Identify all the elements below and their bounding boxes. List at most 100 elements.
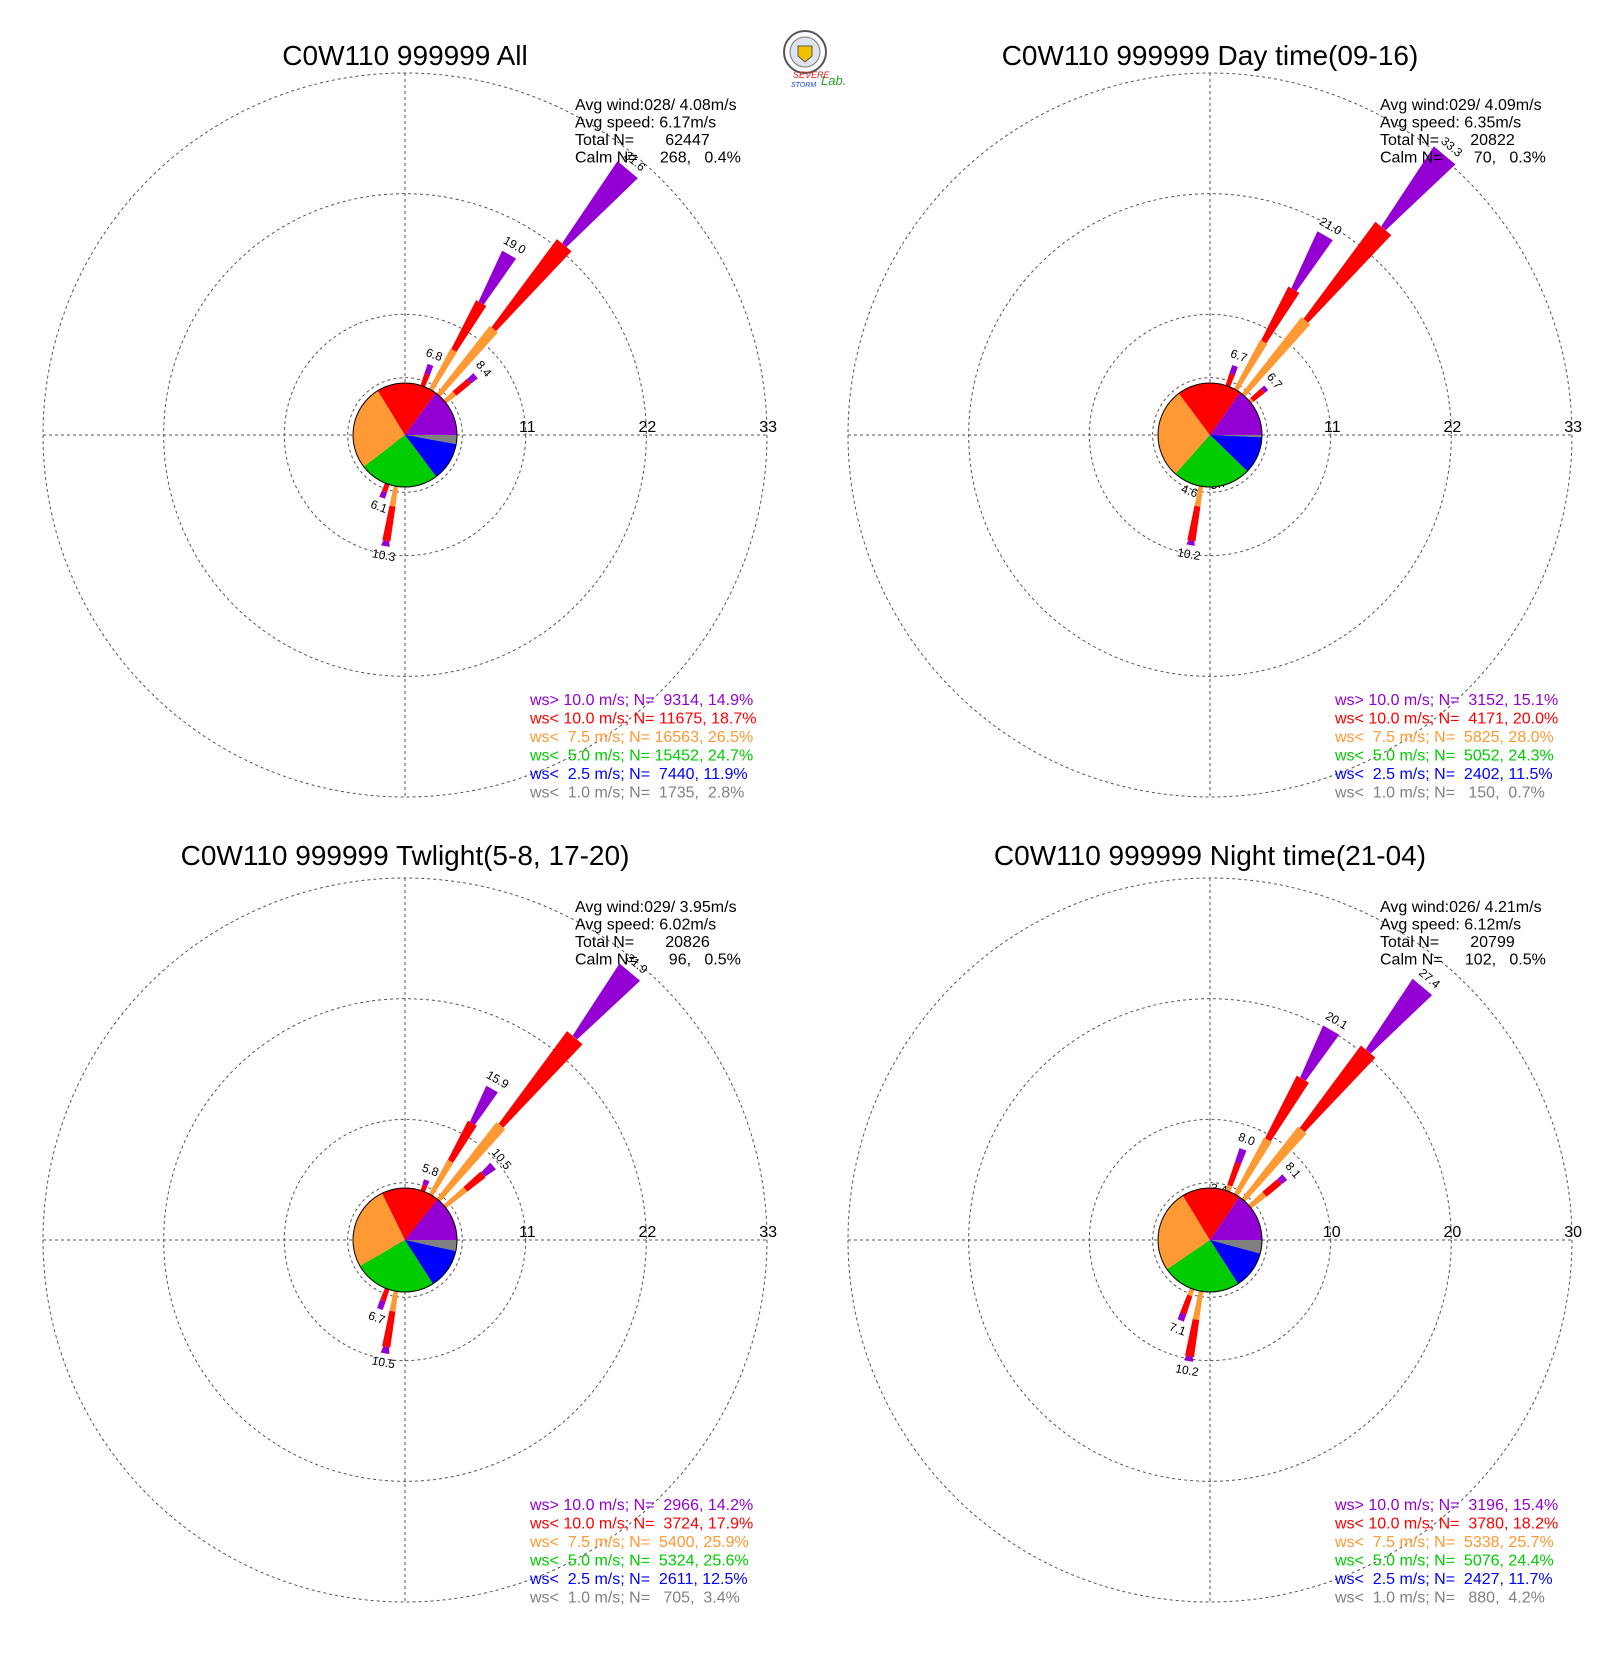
petal-segment	[424, 1159, 454, 1205]
legend-entry: ws< 2.5 m/s; N= 2402, 11.5%	[1334, 766, 1553, 783]
range-ring	[283, 313, 527, 557]
range-ring	[42, 877, 768, 1603]
petal-segment	[1242, 1126, 1307, 1201]
petal-segment	[1240, 317, 1311, 398]
range-ring	[968, 998, 1452, 1482]
petal-label: 10.2	[1176, 545, 1202, 563]
logo-text-lab: Lab.	[821, 73, 846, 88]
pie-slice	[1175, 435, 1248, 487]
petal-segment	[1180, 1294, 1193, 1315]
petal-label: 5.8	[420, 1161, 441, 1180]
petal-segment	[435, 1122, 506, 1203]
petal-segment	[1185, 1319, 1200, 1358]
petal-label: 8.1	[1282, 1159, 1304, 1181]
petal-segment	[498, 1031, 583, 1128]
petal-segment	[469, 1085, 498, 1125]
info-line: Avg speed: 6.12m/s	[1380, 917, 1521, 934]
petal-segment	[1261, 286, 1300, 344]
info-line: Calm N= 102, 0.5%	[1380, 952, 1546, 969]
legend-entry: ws< 5.0 m/s; N= 5324, 25.6%	[529, 1553, 749, 1570]
wind-rose-panel: C0W110 999999 Twlight(5-8, 17-20)1122332…	[42, 840, 777, 1607]
pie-slice	[405, 435, 457, 445]
severe-storm-lab-logo: SEVERE STORM Lab.	[783, 30, 846, 89]
petal-segment	[481, 1162, 496, 1177]
petal-segment	[1177, 1312, 1187, 1322]
range-ring	[163, 998, 647, 1482]
petal-label: 8.4	[473, 358, 495, 380]
legend-entry: ws> 10.0 m/s; N= 9314, 14.9%	[529, 692, 753, 709]
petal-label: 10.2	[1174, 1361, 1200, 1379]
info-line: Total N= 20799	[1380, 934, 1515, 951]
legend-entry: ws< 10.0 m/s; N= 3724, 17.9%	[529, 1516, 753, 1533]
petal-segment	[463, 1171, 486, 1192]
range-ring	[1088, 313, 1332, 557]
petal-group: 2.85.815.931.910.52.310.56.7	[366, 951, 650, 1372]
petal-segment	[478, 250, 517, 305]
range-ring	[283, 1118, 527, 1362]
petal-group: 3.48.020.127.48.12.110.27.1	[1167, 966, 1443, 1380]
wind-rose-panel: C0W110 999999 Night time(21-04)1020303.4…	[847, 840, 1582, 1607]
tick-label: 22	[639, 1224, 657, 1241]
petal-segment	[1381, 146, 1456, 231]
pie-slice	[1210, 435, 1262, 438]
center-pie	[352, 382, 458, 488]
petal-label: 6.7	[1229, 346, 1250, 365]
pie-slice	[1210, 1240, 1261, 1284]
petal-segment	[380, 1346, 390, 1355]
tick-label: 22	[639, 419, 657, 436]
petal-segment	[435, 325, 498, 398]
pie-slice	[352, 1193, 405, 1266]
petal-segment	[572, 963, 641, 1040]
pie-slice	[1158, 393, 1210, 474]
petal-segment	[1299, 1045, 1376, 1133]
chart-title: C0W110 999999 Twlight(5-8, 17-20)	[181, 840, 630, 871]
petal-segment	[1261, 385, 1269, 393]
legend-entry: ws< 10.0 m/s; N= 3780, 18.2%	[1334, 1516, 1558, 1533]
info-line: Total N= 62447	[575, 132, 710, 149]
pie-slice	[405, 435, 457, 477]
petal-label: 6.7	[1264, 370, 1286, 392]
range-ring-inner	[1152, 377, 1268, 493]
info-line: Avg wind:029/ 4.09m/s	[1380, 97, 1542, 114]
petal-segment	[1300, 1025, 1340, 1081]
pie-slice	[1210, 1240, 1262, 1254]
legend-entry: ws< 1.0 m/s; N= 1735, 2.8%	[529, 785, 744, 802]
tick-label: 33	[759, 1224, 777, 1241]
center-pie	[1157, 1187, 1263, 1293]
petal-segment	[382, 505, 396, 542]
petal-segment	[451, 300, 487, 352]
info-line: Calm N= 70, 0.3%	[1380, 150, 1546, 167]
center-pie	[352, 1187, 458, 1293]
pie-slice	[353, 390, 405, 467]
legend-entry: ws< 7.5 m/s; N= 5400, 25.9%	[529, 1534, 749, 1551]
petal-segment	[491, 239, 572, 332]
info-line: Avg speed: 6.02m/s	[575, 917, 716, 934]
tick-label: 33	[759, 419, 777, 436]
pie-slice	[1167, 1240, 1238, 1292]
legend-entry: ws< 10.0 m/s; N= 11675, 18.7%	[529, 711, 757, 728]
pie-slice	[363, 435, 437, 488]
legend-entry: ws< 1.0 m/s; N= 880, 4.2%	[1334, 1590, 1545, 1607]
info-line: Avg wind:026/ 4.21m/s	[1380, 899, 1542, 916]
pie-slice	[405, 1199, 457, 1240]
chart-title: C0W110 999999 All	[282, 40, 527, 71]
chart-title: C0W110 999999 Day time(09-16)	[1002, 40, 1419, 71]
info-line: Total N= 20826	[575, 934, 710, 951]
petal-segment	[447, 1120, 477, 1163]
petal-segment	[1262, 1179, 1282, 1197]
petal-label: 6.8	[424, 345, 445, 364]
tick-label: 11	[1324, 419, 1341, 436]
petal-segment	[452, 379, 471, 396]
range-ring	[163, 193, 647, 677]
petal-segment	[1229, 365, 1238, 376]
tick-label: 20	[1444, 1224, 1462, 1241]
petal-segment	[1227, 1161, 1242, 1187]
legend-entry: ws> 10.0 m/s; N= 3152, 15.1%	[1334, 692, 1558, 709]
petal-segment	[377, 1299, 386, 1310]
pie-slice	[359, 1240, 433, 1293]
range-ring	[847, 72, 1573, 798]
info-line: Avg speed: 6.17m/s	[575, 115, 716, 132]
pie-slice	[405, 393, 457, 435]
legend-entry: ws< 7.5 m/s; N= 5825, 28.0%	[1334, 729, 1554, 746]
petal-group: 2.46.721.033.36.73.710.24.6	[1176, 134, 1465, 563]
